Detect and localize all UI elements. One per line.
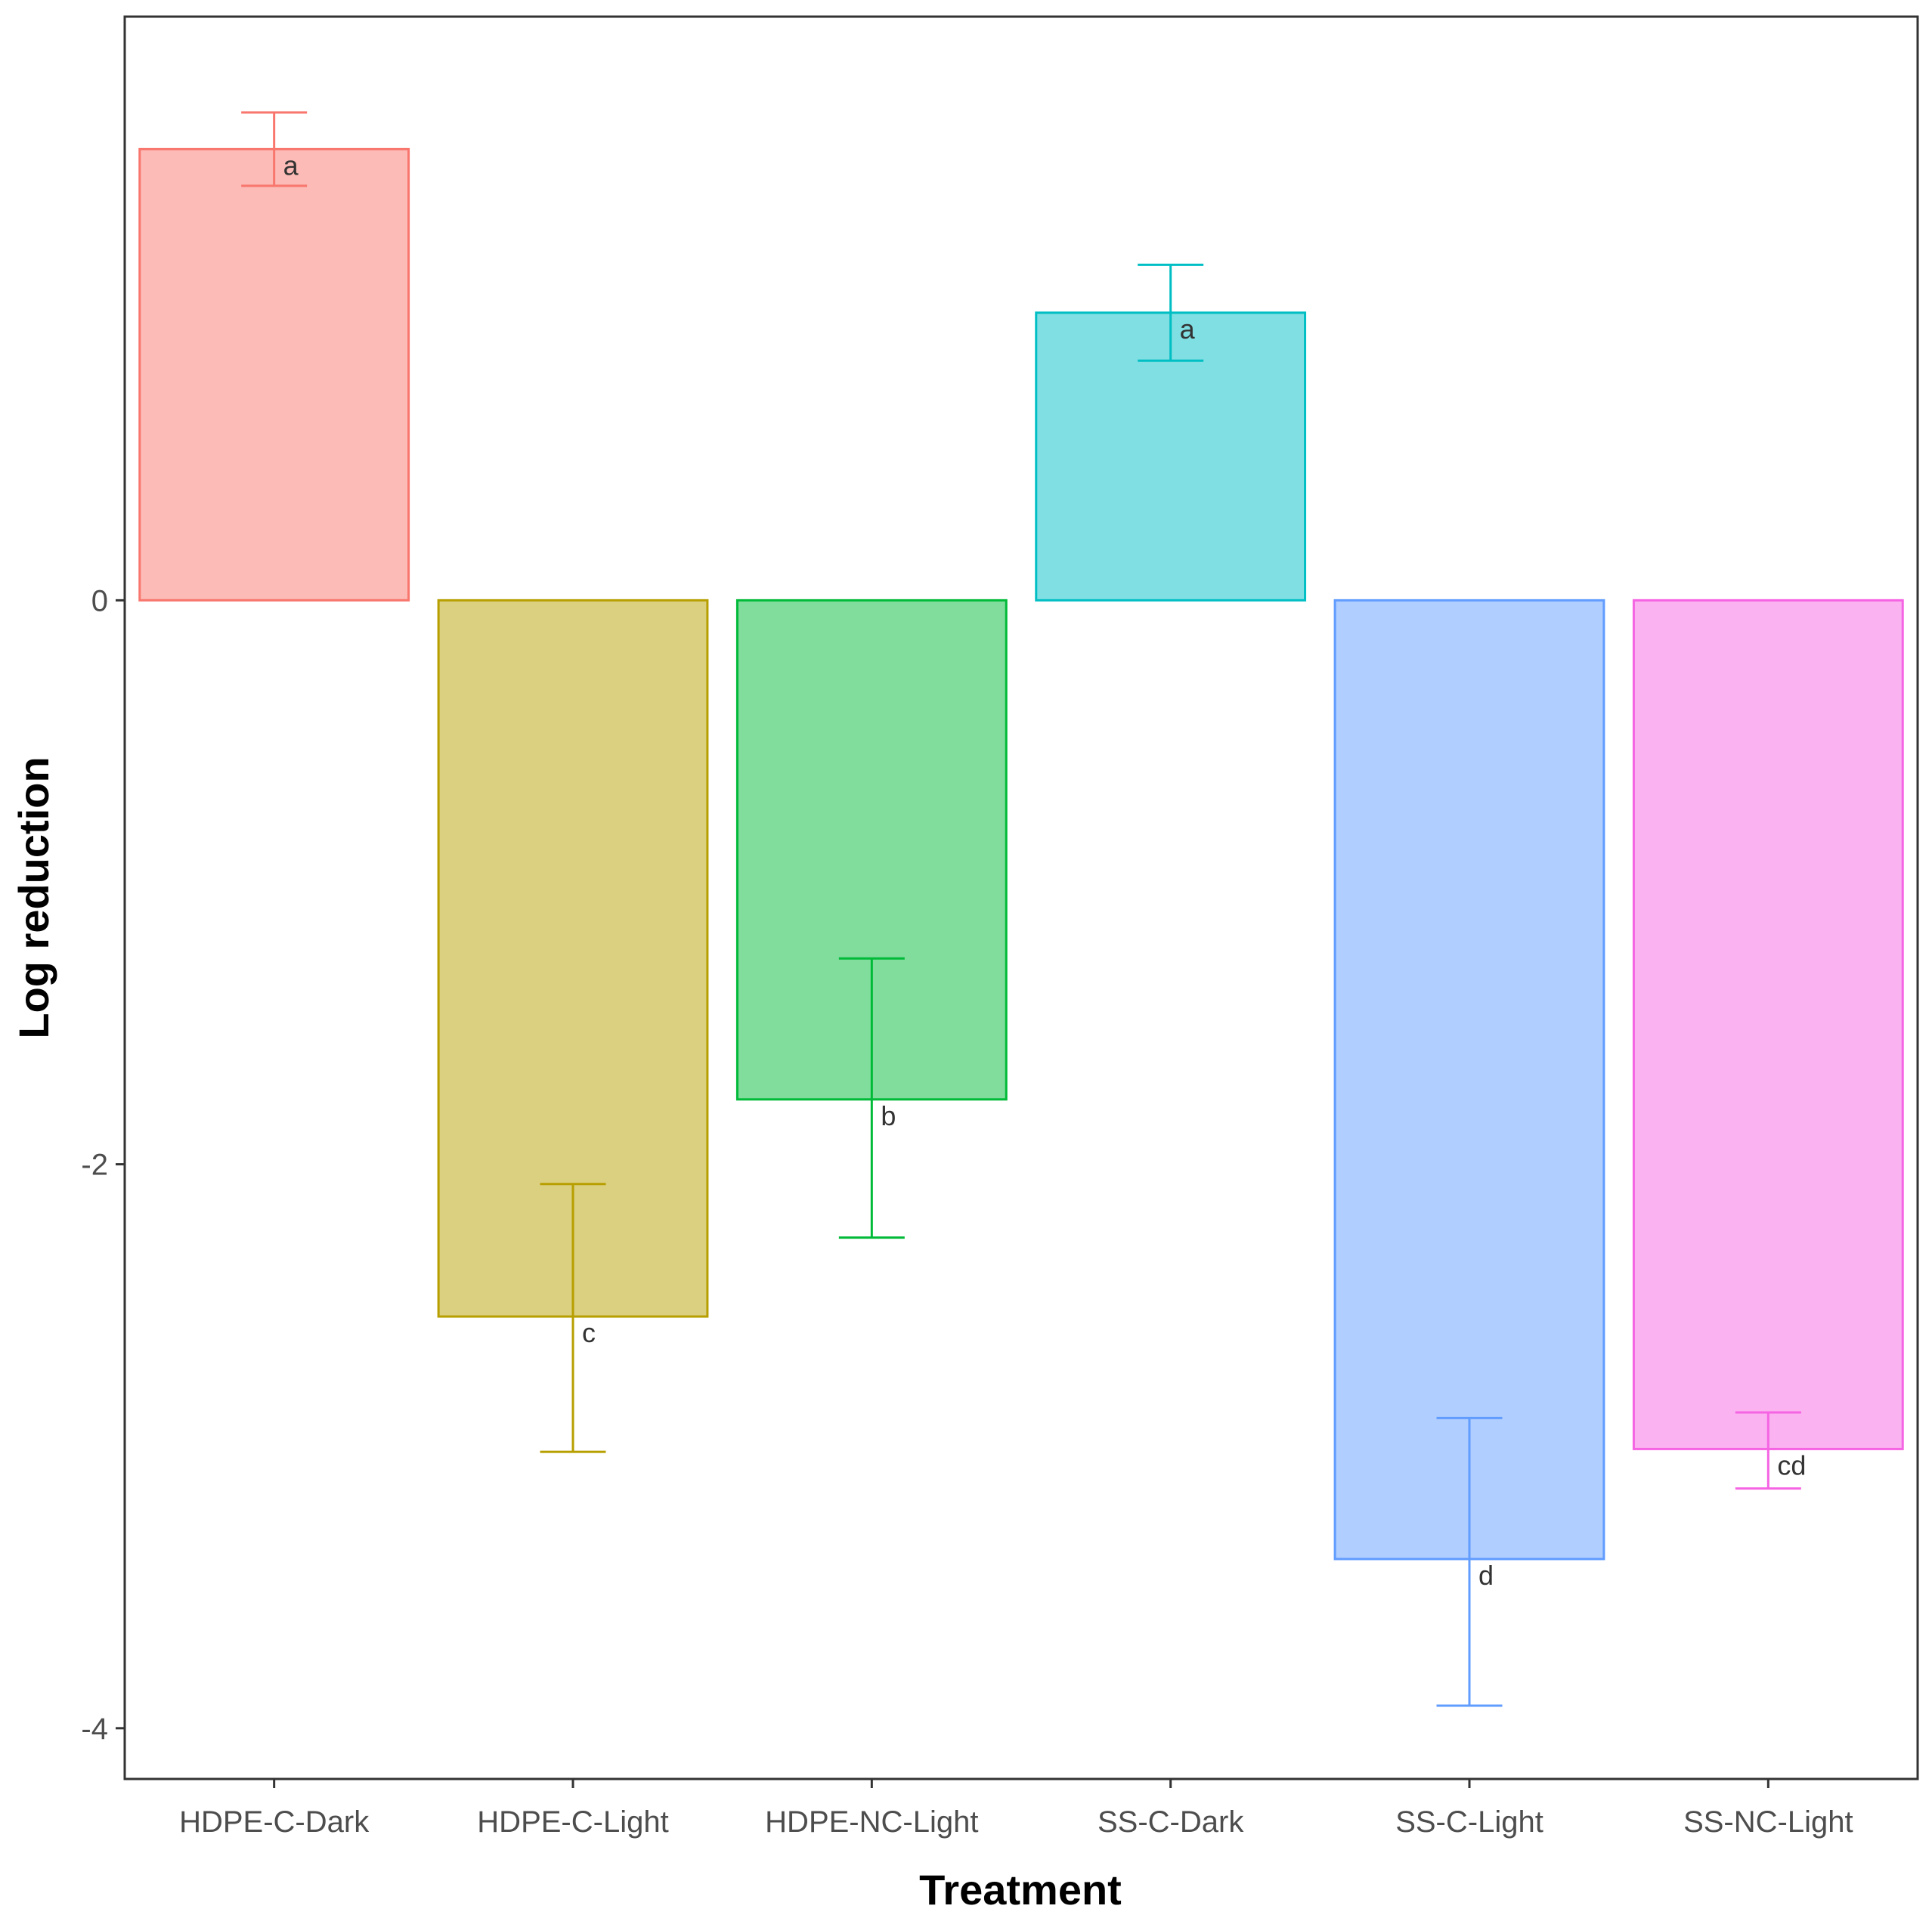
significance-label-ss-c-light: d	[1478, 1560, 1494, 1591]
x-axis-title: Treatment	[919, 1866, 1122, 1913]
significance-label-ss-nc-light: cd	[1777, 1449, 1806, 1480]
y-tick-label: -4	[81, 1712, 108, 1746]
bars-layer	[138, 147, 1904, 1561]
error-bars-layer	[241, 111, 1801, 1707]
bar-hdpe-c-dark	[138, 147, 410, 602]
x-tick-label: HDPE-C-Dark	[179, 1805, 370, 1839]
x-tick-label: SS-NC-Light	[1683, 1805, 1853, 1839]
significance-label-ss-c-dark: a	[1180, 314, 1196, 345]
significance-labels-layer: a c b a d cd	[283, 150, 1807, 1591]
plot-panel	[123, 15, 1919, 1780]
y-axis: 0 -2 -4	[81, 584, 125, 1746]
x-tick-label: SS-C-Light	[1395, 1805, 1543, 1839]
significance-label-hdpe-nc-light: b	[881, 1100, 896, 1131]
bar-hdpe-c-light	[437, 599, 709, 1318]
x-tick-label: SS-C-Dark	[1098, 1805, 1244, 1839]
x-tick-label: HDPE-C-Light	[477, 1805, 668, 1839]
bar-ss-c-light	[1333, 599, 1605, 1561]
x-axis: HDPE-C-Dark HDPE-C-Light HDPE-NC-Light SS-C…	[179, 1779, 1853, 1839]
bar-ss-nc-light	[1632, 599, 1904, 1450]
y-tick-label: 0	[91, 584, 108, 617]
y-tick-label: -2	[81, 1149, 108, 1182]
significance-label-hdpe-c-light: c	[582, 1317, 596, 1348]
x-tick-label: HDPE-NC-Light	[765, 1805, 978, 1839]
y-axis-title: Log reduction	[10, 756, 57, 1038]
significance-label-hdpe-c-dark: a	[283, 150, 299, 181]
